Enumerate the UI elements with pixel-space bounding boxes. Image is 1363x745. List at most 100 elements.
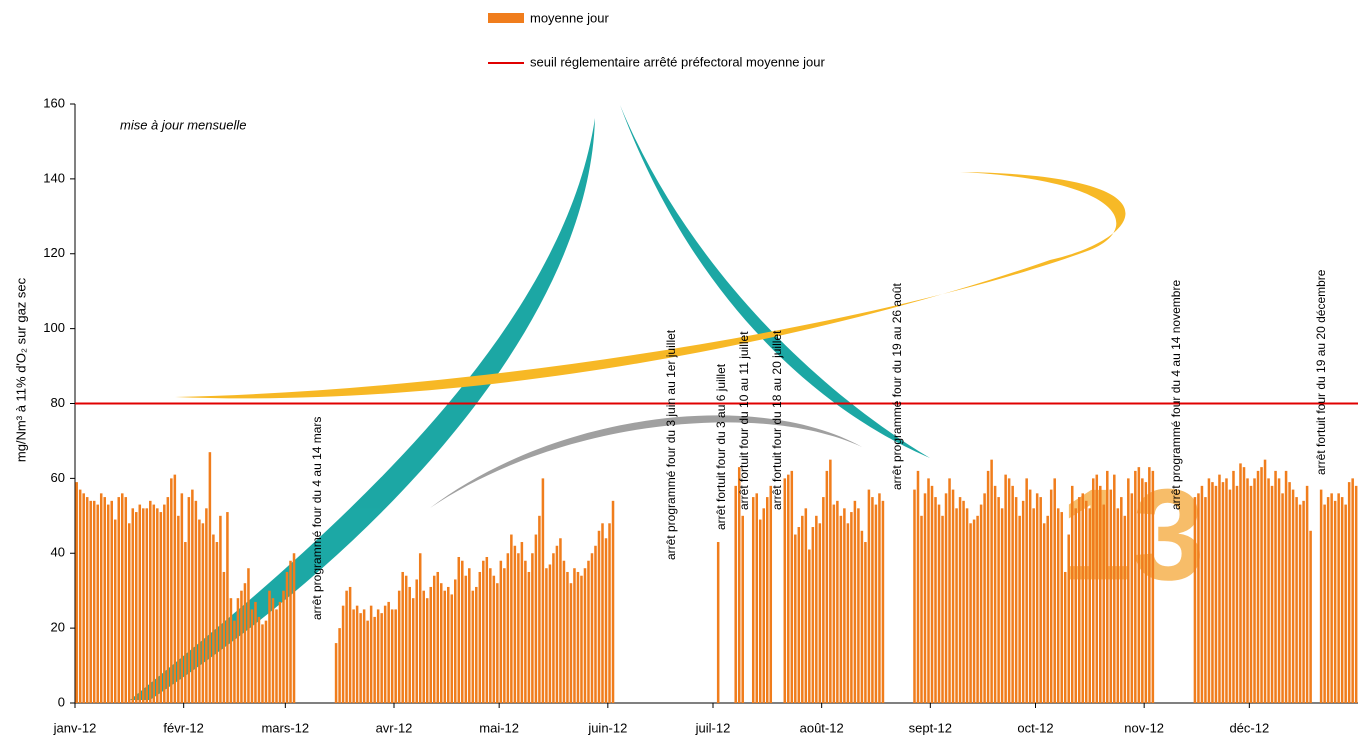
bar [240,590,243,703]
bar [369,605,373,703]
bar [222,571,226,703]
bar [997,497,1000,703]
bar [1109,489,1113,703]
bar [443,590,447,703]
bar [506,553,510,703]
bar [1011,485,1014,703]
bar [1235,485,1239,703]
bar [250,609,254,703]
x-tick-label: juin-12 [587,720,627,735]
bar [1021,500,1025,703]
bar [149,500,152,703]
bar [1354,485,1358,703]
bar [338,628,341,703]
bar [236,598,240,703]
bar [839,515,843,703]
x-tick-label: mars-12 [261,720,309,735]
bar [783,478,787,703]
bar [411,598,415,703]
bar [485,556,489,703]
bar [1127,478,1130,703]
annotation: arrêt fortuit four du 18 au 20 juillet [770,330,784,510]
bar [836,500,839,703]
bar [191,489,194,703]
bar [1193,497,1197,703]
bar [282,590,285,703]
bar [913,489,916,703]
note: mise à jour mensuelle [120,117,246,132]
bar [1351,478,1354,703]
bar [397,590,401,703]
bar [524,560,527,703]
bar [366,620,369,703]
bar [215,542,219,703]
bar [1197,493,1200,703]
bar [716,542,720,703]
bar [958,497,962,703]
bar [1004,474,1007,703]
bar [790,470,794,703]
bar [1239,463,1242,703]
y-tick-label: 100 [43,320,65,335]
bar [1221,482,1225,703]
bar [552,553,555,703]
bar [264,620,268,703]
bar [594,545,597,703]
bar [597,530,601,703]
bar [969,523,972,703]
bar [208,452,212,703]
bar [871,497,874,703]
bar [1323,504,1326,703]
bar [194,500,198,703]
bar [292,553,296,703]
x-tick-label: oct-12 [1017,720,1053,735]
bar [408,586,411,703]
bar [1081,493,1085,703]
bar [811,527,815,703]
bar [1035,493,1039,703]
bar [864,542,867,703]
bar [1267,478,1270,703]
bar [1049,489,1053,703]
bar [1084,500,1088,703]
bar [450,594,454,703]
bar [990,459,993,703]
bar [1095,474,1099,703]
bar [1032,508,1035,703]
bar [120,493,124,703]
bar [159,512,163,703]
bar [1309,530,1312,703]
bar [545,568,548,703]
bar [475,586,478,703]
x-tick-label: juil-12 [695,720,731,735]
bar [187,497,191,703]
bar [548,564,552,703]
bar [99,493,103,703]
y-tick-label: 0 [58,694,65,709]
bar [937,504,941,703]
bar [517,553,520,703]
bar [769,485,773,703]
bar [425,598,429,703]
bar [1298,504,1302,703]
bar [394,609,397,703]
bar [983,493,986,703]
bar [1340,497,1344,703]
bar [1046,515,1049,703]
bar [1137,467,1141,703]
bar [1099,485,1102,703]
bar [254,601,257,703]
bar [128,523,131,703]
bar [348,586,352,703]
bar [794,534,797,703]
bar [1113,474,1116,703]
bar [601,523,604,703]
bar [608,523,611,703]
bar [461,560,464,703]
bar [401,571,404,703]
bar [457,556,461,703]
bar [1228,489,1232,703]
bar [576,571,580,703]
bar [180,493,184,703]
